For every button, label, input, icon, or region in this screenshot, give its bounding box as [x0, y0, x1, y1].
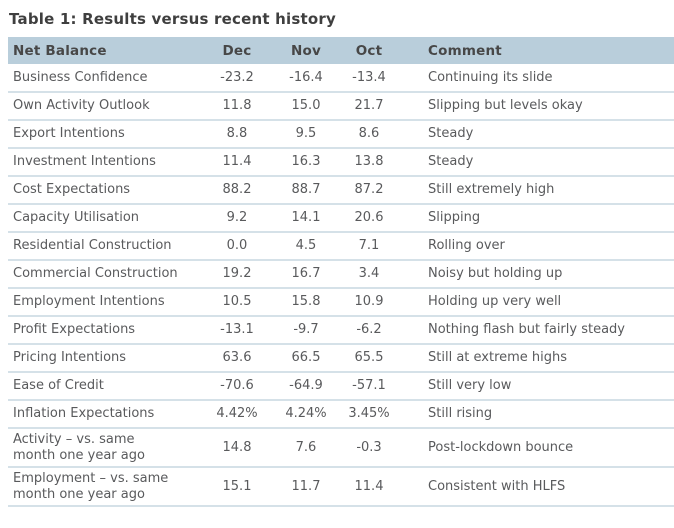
comment-text: Still very low: [394, 372, 674, 401]
oct-value: 10.9: [344, 288, 394, 317]
table-row: Profit Expectations -13.1 -9.7 -6.2 Noth…: [8, 316, 674, 345]
oct-value: 3.45%: [344, 400, 394, 429]
column-header-nov: Nov: [291, 42, 321, 59]
oct-value: 8.6: [344, 120, 394, 149]
oct-value: 21.7: [344, 92, 394, 121]
nov-value: 16.7: [268, 260, 344, 289]
table-row: Residential Construction 0.0 4.5 7.1 Rol…: [8, 232, 674, 261]
nov-value: 66.5: [268, 344, 344, 373]
net-balance-label: Export Intentions: [8, 120, 206, 149]
oct-value: 7.1: [344, 232, 394, 261]
dec-value: 63.6: [206, 344, 268, 373]
net-balance-label: Own Activity Outlook: [8, 92, 206, 121]
dec-value: -23.2: [206, 64, 268, 93]
dec-value: 8.8: [206, 120, 268, 149]
net-balance-label: Ease of Credit: [8, 372, 206, 401]
comment-text: Slipping but levels okay: [394, 92, 674, 121]
table-row: Commercial Construction 19.2 16.7 3.4 No…: [8, 260, 674, 289]
nov-value: 9.5: [268, 120, 344, 149]
comment-text: Noisy but holding up: [394, 260, 674, 289]
net-balance-label: Employment Intentions: [8, 288, 206, 317]
column-header-net-balance: Net Balance: [13, 42, 107, 59]
nov-value: -9.7: [268, 316, 344, 345]
column-header-dec: Dec: [222, 42, 252, 59]
oct-value: -57.1: [344, 372, 394, 401]
net-balance-label: Profit Expectations: [8, 316, 206, 345]
table-row: Capacity Utilisation 9.2 14.1 20.6 Slipp…: [8, 204, 674, 233]
table-header-row: Net Balance Dec Nov Oct Comment: [8, 37, 674, 64]
comment-text: Steady: [394, 148, 674, 177]
comment-text: Steady: [394, 120, 674, 149]
column-header-comment: Comment: [428, 42, 502, 59]
table-row: Investment Intentions 11.4 16.3 13.8 Ste…: [8, 148, 674, 177]
comment-text: Post-lockdown bounce: [394, 428, 674, 468]
oct-value: 65.5: [344, 344, 394, 373]
nov-value: 4.24%: [268, 400, 344, 429]
nov-value: 4.5: [268, 232, 344, 261]
dec-value: 10.5: [206, 288, 268, 317]
comment-text: Slipping: [394, 204, 674, 233]
table-row: Business Confidence -23.2 -16.4 -13.4 Co…: [8, 64, 674, 93]
dec-value: 11.8: [206, 92, 268, 121]
net-balance-label: Cost Expectations: [8, 176, 206, 205]
dec-value: 4.42%: [206, 400, 268, 429]
oct-value: 11.4: [344, 467, 394, 507]
nov-value: 15.0: [268, 92, 344, 121]
net-balance-label: Inflation Expectations: [8, 400, 206, 429]
dec-value: 14.8: [206, 428, 268, 468]
net-balance-label: Residential Construction: [8, 232, 206, 261]
nov-value: 11.7: [268, 467, 344, 507]
oct-value: 13.8: [344, 148, 394, 177]
column-header-oct: Oct: [355, 42, 383, 59]
nov-value: 16.3: [268, 148, 344, 177]
table-row: Inflation Expectations 4.42% 4.24% 3.45%…: [8, 400, 674, 429]
oct-value: -0.3: [344, 428, 394, 468]
dec-value: 9.2: [206, 204, 268, 233]
oct-value: 3.4: [344, 260, 394, 289]
dec-value: 19.2: [206, 260, 268, 289]
comment-text: Rolling over: [394, 232, 674, 261]
oct-value: -13.4: [344, 64, 394, 93]
comment-text: Holding up very well: [394, 288, 674, 317]
nov-value: 88.7: [268, 176, 344, 205]
dec-value: 15.1: [206, 467, 268, 507]
comment-text: Still at extreme highs: [394, 344, 674, 373]
nov-value: 15.8: [268, 288, 344, 317]
oct-value: -6.2: [344, 316, 394, 345]
net-balance-label: Business Confidence: [8, 64, 206, 93]
oct-value: 87.2: [344, 176, 394, 205]
dec-value: 0.0: [206, 232, 268, 261]
table-row: Pricing Intentions 63.6 66.5 65.5 Still …: [8, 344, 674, 373]
nov-value: 7.6: [268, 428, 344, 468]
net-balance-label: Employment – vs. same month one year ago: [8, 467, 206, 507]
table-row: Employment Intentions 10.5 15.8 10.9 Hol…: [8, 288, 674, 317]
net-balance-label: Commercial Construction: [8, 260, 206, 289]
net-balance-label: Investment Intentions: [8, 148, 206, 177]
nov-value: -16.4: [268, 64, 344, 93]
table-row: Export Intentions 8.8 9.5 8.6 Steady: [8, 120, 674, 149]
net-balance-label: Pricing Intentions: [8, 344, 206, 373]
net-balance-label: Capacity Utilisation: [8, 204, 206, 233]
dec-value: 88.2: [206, 176, 268, 205]
nov-value: 14.1: [268, 204, 344, 233]
table-row: Employment – vs. same month one year ago…: [8, 467, 674, 507]
results-table: Net Balance Dec Nov Oct Comment Business…: [8, 37, 674, 507]
table-row: Own Activity Outlook 11.8 15.0 21.7 Slip…: [8, 92, 674, 121]
table-row: Cost Expectations 88.2 88.7 87.2 Still e…: [8, 176, 674, 205]
comment-text: Nothing flash but fairly steady: [394, 316, 674, 345]
table-row: Ease of Credit -70.6 -64.9 -57.1 Still v…: [8, 372, 674, 401]
dec-value: 11.4: [206, 148, 268, 177]
comment-text: Still extremely high: [394, 176, 674, 205]
comment-text: Consistent with HLFS: [394, 467, 674, 507]
comment-text: Still rising: [394, 400, 674, 429]
nov-value: -64.9: [268, 372, 344, 401]
table-title: Table 1: Results versus recent history: [9, 10, 336, 28]
oct-value: 20.6: [344, 204, 394, 233]
comment-text: Continuing its slide: [394, 64, 674, 93]
dec-value: -70.6: [206, 372, 268, 401]
table-row: Activity – vs. same month one year ago 1…: [8, 428, 674, 468]
net-balance-label: Activity – vs. same month one year ago: [8, 428, 206, 468]
dec-value: -13.1: [206, 316, 268, 345]
